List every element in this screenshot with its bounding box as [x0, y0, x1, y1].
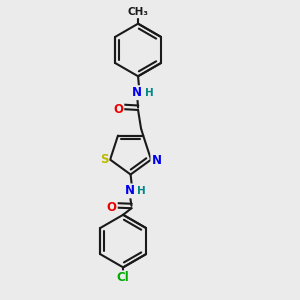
Text: S: S — [100, 153, 108, 166]
Text: Cl: Cl — [117, 271, 130, 284]
Text: O: O — [107, 201, 117, 214]
Text: O: O — [113, 103, 123, 116]
Text: CH₃: CH₃ — [128, 7, 148, 17]
Text: N: N — [132, 86, 142, 99]
Text: H: H — [145, 88, 154, 98]
Text: N: N — [125, 184, 135, 197]
Text: N: N — [152, 154, 161, 167]
Text: H: H — [137, 186, 146, 196]
